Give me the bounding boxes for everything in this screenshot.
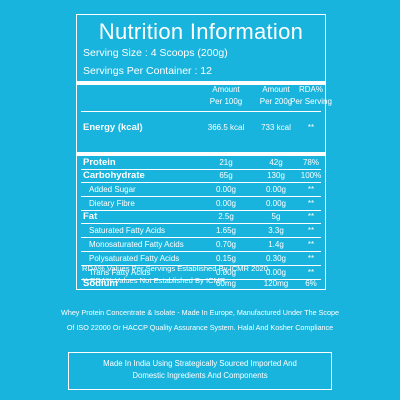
trans-per100: 0.00g <box>215 268 237 277</box>
row-divider <box>81 279 321 280</box>
row-label-added-sugar: Added Sugar <box>89 185 136 194</box>
monosaturated-per100: 0.70g <box>215 240 237 249</box>
protein-per200: 42g <box>269 158 283 167</box>
trans-per200: 0.00g <box>265 268 287 277</box>
footnote-rda-established: RDA% Values Per Servings Established By … <box>82 264 271 273</box>
monosaturated-rda: ** <box>307 240 315 249</box>
fat-per100: 2.5g <box>218 212 234 221</box>
row-divider <box>81 182 321 183</box>
polysaturated-rda: ** <box>307 254 315 263</box>
protein-rda: 78% <box>302 158 319 167</box>
nutrition-panel: Nutrition Information Serving Size : 4 S… <box>76 14 332 290</box>
sodium-per200: 120mg <box>263 279 289 288</box>
fat-per200: 5g <box>271 212 281 221</box>
col-per200-heading-1: Amount <box>262 85 290 94</box>
credits-line-2: Of ISO 22000 Or HACCP Quality Assurance … <box>66 323 334 332</box>
monosaturated-per200: 1.4g <box>268 240 284 249</box>
row-label-carbohydrate: Carbohydrate <box>83 170 145 181</box>
panel-title: Nutrition Information <box>98 19 304 44</box>
energy-per100: 366.5 kcal <box>207 123 245 132</box>
row-label-protein: Protein <box>83 157 116 168</box>
row-label-fat: Fat <box>83 211 98 222</box>
made-line-1: Made In India Using Strategically Source… <box>103 359 297 368</box>
added-sugar-rda: ** <box>307 185 315 194</box>
col-per100-heading-1: Amount <box>212 85 240 94</box>
carbohydrate-per100: 65g <box>219 171 233 180</box>
row-divider <box>81 196 321 197</box>
servings-per-container: Servings Per Container : 12 <box>83 65 212 77</box>
protein-per100: 21g <box>219 158 233 167</box>
row-label-dietary-fibre: Dietary Fibre <box>89 199 135 208</box>
saturated-per100: 1.65g <box>215 226 237 235</box>
saturated-rda: ** <box>307 226 315 235</box>
row-label-saturated-fatty-acids: Saturated Fatty Acids <box>89 226 166 235</box>
row-label-energy: Energy (kcal) <box>83 122 143 133</box>
footnote-rda-not-established: ** RDA% Values Not Established By ICMR. <box>82 276 228 285</box>
made-in-india-box: Made In India Using Strategically Source… <box>68 352 332 390</box>
row-label-monosaturated-fatty-acids: Monosaturated Fatty Acids <box>89 240 184 249</box>
row-label-sodium: Sodium <box>83 278 118 289</box>
polysaturated-per100: 0.15g <box>215 254 237 263</box>
carbohydrate-per200: 130g <box>267 171 285 180</box>
sodium-rda: 6% <box>305 279 317 288</box>
row-divider <box>81 210 321 211</box>
col-per200-heading-2: Per 200g <box>259 97 293 106</box>
serving-size: Serving Size : 4 Scoops (200g) <box>83 47 228 59</box>
carbohydrate-rda: 100% <box>300 171 322 180</box>
row-divider <box>81 111 321 112</box>
dietary-fibre-rda: ** <box>307 199 315 208</box>
col-rda-heading-2: Per Serving <box>290 97 332 106</box>
energy-rule <box>77 152 325 156</box>
trans-rda: ** <box>307 268 315 277</box>
header-rule <box>77 81 325 85</box>
fat-rda: ** <box>307 212 315 221</box>
dietary-fibre-per100: 0.00g <box>215 199 237 208</box>
row-divider <box>81 169 321 170</box>
added-sugar-per100: 0.00g <box>215 185 237 194</box>
polysaturated-per200: 0.30g <box>265 254 287 263</box>
row-divider <box>81 237 321 238</box>
row-label-trans-fatty-acids: Trans Fatty Acids <box>89 268 151 277</box>
added-sugar-per200: 0.00g <box>265 185 287 194</box>
col-per100-heading-2: Per 100g <box>209 97 243 106</box>
made-line-2: Domestic Ingredients And Components <box>132 371 268 380</box>
row-divider <box>81 251 321 252</box>
saturated-per200: 3.3g <box>268 226 284 235</box>
sodium-per100: 60mg <box>215 279 236 288</box>
col-rda-heading-1: RDA% <box>298 85 323 94</box>
row-divider <box>81 265 321 266</box>
row-label-polysaturated-fatty-acids: Polysaturated Fatty Acids <box>89 254 180 263</box>
row-divider <box>81 223 321 224</box>
credits-line-1: Whey Protein Concentrate & Isolate - Mad… <box>61 308 339 317</box>
dietary-fibre-per200: 0.00g <box>265 199 287 208</box>
energy-rda: ** <box>307 123 315 132</box>
energy-per200: 733 kcal <box>261 123 291 132</box>
